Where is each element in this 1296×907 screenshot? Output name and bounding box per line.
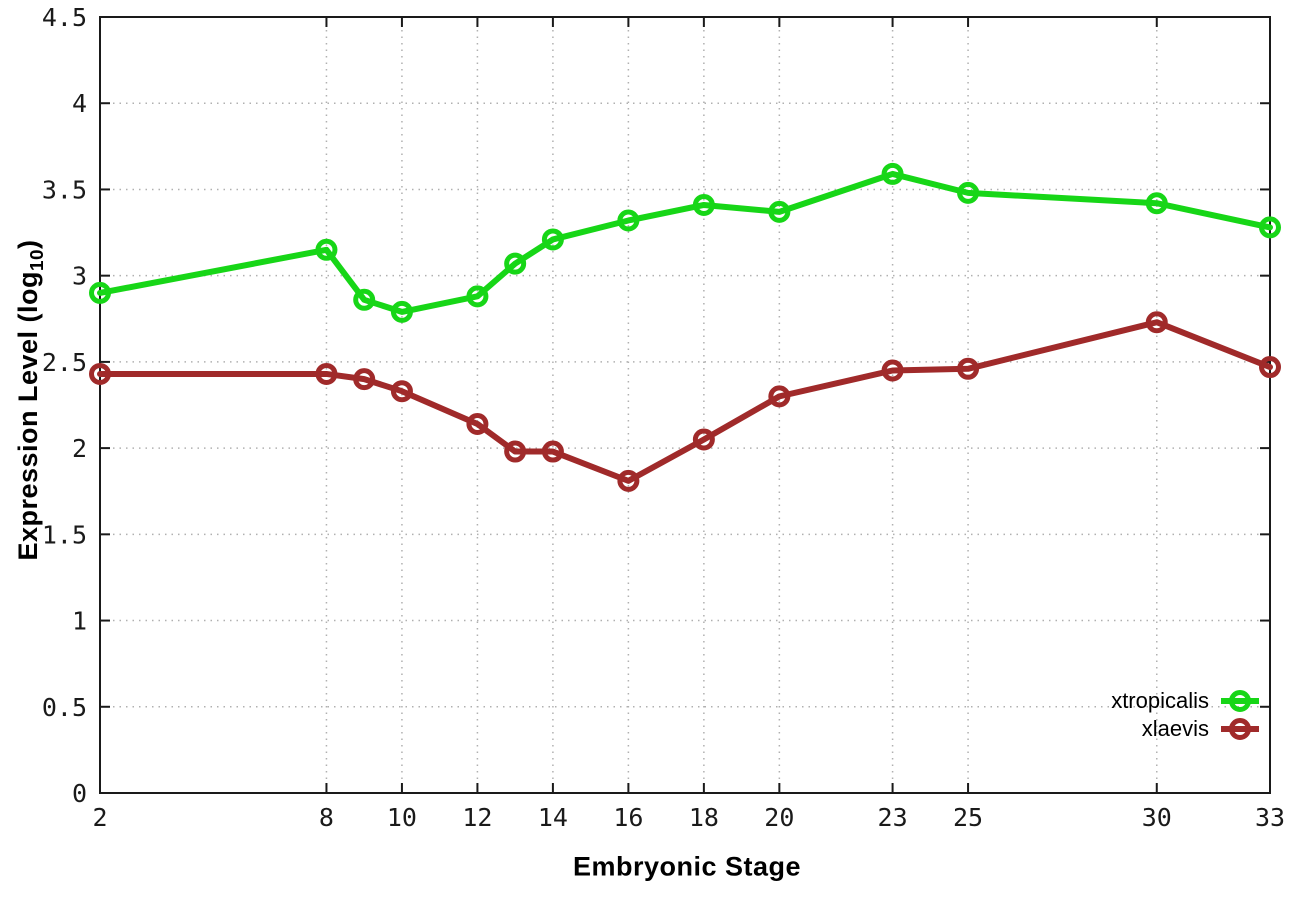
data-point-marker [617, 469, 640, 492]
y-axis-title: Expression Level (log10) [13, 239, 49, 560]
x-tick-label: 8 [319, 803, 334, 832]
y-tick-label: 3.5 [42, 175, 87, 204]
x-tick-label: 33 [1255, 803, 1285, 832]
legend-sample-line-icon [1218, 714, 1262, 744]
y-tick-label: 4.5 [42, 3, 87, 32]
x-tick-label: 12 [462, 803, 492, 832]
x-tick-label: 30 [1142, 803, 1172, 832]
x-tick-labels: 2 8 10 12 14 16 18 20 23 25 30 33 [92, 803, 1285, 832]
data-point-marker [1145, 311, 1168, 334]
data-point-marker [315, 238, 338, 261]
series-xtropicalis [89, 162, 1281, 323]
x-tick-label: 16 [613, 803, 643, 832]
y-axis-title-suffix: ) [12, 239, 43, 249]
data-point-marker [504, 440, 527, 463]
data-point-marker [768, 200, 791, 223]
plot-border-rect [99, 16, 1271, 794]
x-tick-label: 10 [387, 803, 417, 832]
data-point-marker [881, 162, 904, 185]
y-axis-title-subscript: 10 [27, 248, 49, 271]
data-point-marker [692, 428, 715, 451]
x-tick-label: 20 [764, 803, 794, 832]
data-point-marker [957, 357, 980, 380]
data-point-marker [957, 181, 980, 204]
y-tick-label: 2 [72, 434, 87, 463]
series-xlaevis [89, 311, 1281, 492]
data-point-marker [89, 281, 111, 304]
y-tick-labels: 0 0.5 1 1.5 2 2.5 3 3.5 4 4.5 [42, 3, 87, 808]
legend-sample-line-icon [1218, 686, 1262, 716]
x-axis-title: Embryonic Stage [572, 851, 802, 882]
y-tick-label: 0 [72, 779, 87, 808]
y-tick-label: 4 [72, 89, 87, 118]
data-point-marker [353, 368, 376, 391]
axis-ticks [99, 16, 1271, 794]
legend: xtropicalis xlaevis [1111, 687, 1262, 743]
data-point-marker [881, 359, 904, 382]
x-tick-label: 23 [878, 803, 908, 832]
y-tick-label: 1.5 [42, 520, 87, 549]
y-tick-label: 2.5 [42, 348, 87, 377]
data-point-marker [353, 288, 376, 311]
data-point-marker [692, 193, 715, 216]
y-tick-label: 0.5 [42, 693, 87, 722]
data-point-marker [390, 380, 413, 403]
gridlines [100, 17, 1270, 793]
y-axis-title-text: Expression Level (log [12, 270, 43, 561]
legend-entry-xtropicalis: xtropicalis [1111, 687, 1262, 715]
y-tick-label: 1 [72, 607, 87, 636]
x-tick-label: 18 [689, 803, 719, 832]
data-point-marker [1259, 216, 1281, 239]
legend-label-xtropicalis: xtropicalis [1111, 688, 1209, 713]
data-point-marker [768, 385, 791, 408]
y-tick-label: 3 [72, 262, 87, 291]
data-point-marker [315, 362, 338, 385]
legend-entry-xlaevis: xlaevis [1111, 715, 1262, 743]
data-point-marker [89, 362, 111, 385]
data-point-marker [617, 209, 640, 232]
series-line [97, 319, 1273, 484]
x-tick-label: 25 [953, 803, 983, 832]
data-point-marker [1145, 192, 1168, 215]
series-line [97, 170, 1273, 315]
data-point-marker [541, 228, 564, 251]
x-tick-label: 14 [538, 803, 568, 832]
plot-border [99, 16, 1271, 794]
data-point-marker [504, 252, 527, 275]
data-point-marker [466, 285, 489, 308]
data-point-marker [466, 412, 489, 435]
legend-label-xlaevis: xlaevis [1141, 716, 1209, 741]
x-tick-label: 2 [92, 803, 107, 832]
data-series [89, 162, 1281, 492]
data-point-marker [1259, 356, 1281, 379]
data-point-marker [541, 440, 564, 463]
data-point-marker [390, 300, 413, 323]
